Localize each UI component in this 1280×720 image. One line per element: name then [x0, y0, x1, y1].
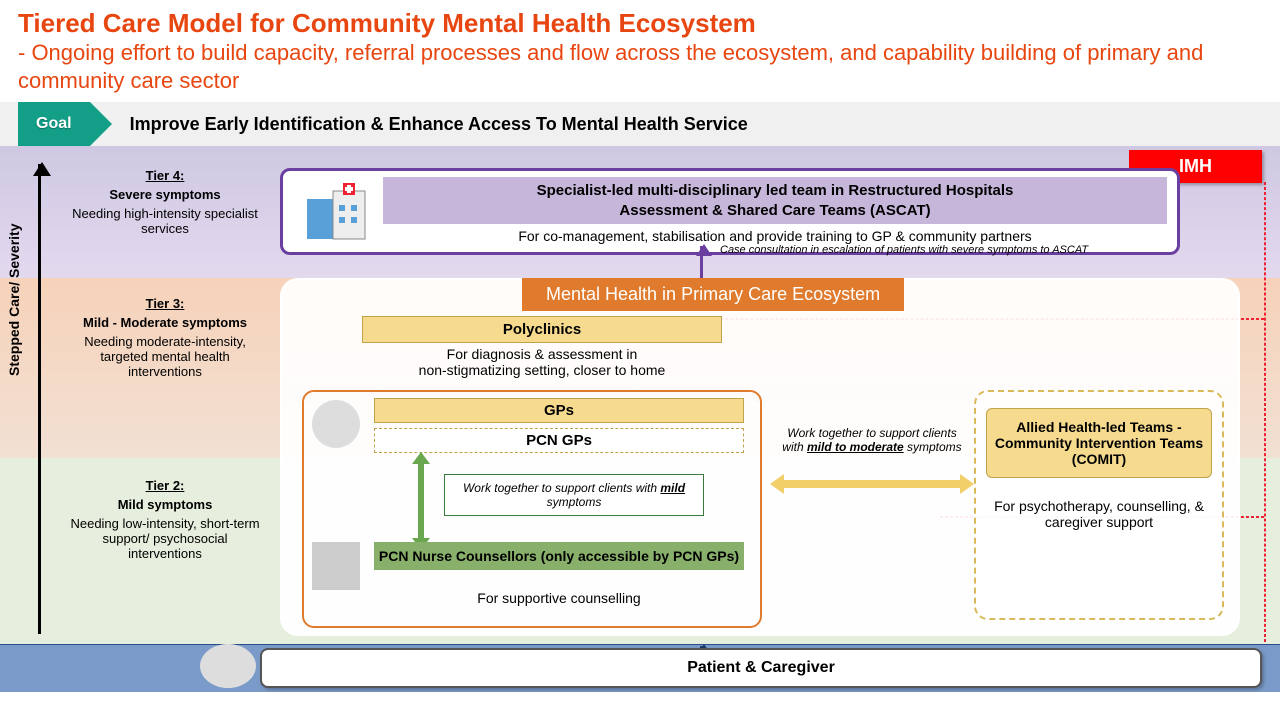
goal-tag: Goal — [18, 102, 90, 146]
gps-label: GPs — [374, 398, 744, 423]
page-title: Tiered Care Model for Community Mental H… — [18, 8, 1262, 39]
gp-comit-arrow — [782, 480, 962, 488]
ecosystem-title: Mental Health in Primary Care Ecosystem — [522, 278, 904, 311]
gp-nurse-arrow — [418, 462, 424, 540]
tier2-text: Needing low-intensity, short-term suppor… — [70, 516, 260, 561]
severity-axis-label: Stepped Care/ Severity — [6, 223, 22, 376]
severity-axis-arrow — [38, 164, 41, 634]
ascat-header: Specialist-led multi-disciplinary led te… — [383, 177, 1167, 224]
moderate-note: Work together to support clients with mi… — [782, 426, 962, 454]
gp-box: GPs PCN GPs Work together to support cli… — [302, 390, 762, 628]
nurse-icon — [312, 542, 360, 590]
ascat-sub: For co-management, stabilisation and pro… — [383, 228, 1167, 244]
hospital-icon — [301, 181, 371, 241]
tier4-name: Tier 4: — [70, 168, 260, 183]
polyclinics-label: Polyclinics — [362, 316, 722, 343]
page-subtitle: - Ongoing effort to build capacity, refe… — [18, 39, 1262, 94]
ascat-line2: Assessment & Shared Care Teams (ASCAT) — [389, 201, 1161, 221]
patient-caregiver-icon — [200, 644, 256, 688]
tier3-symptoms: Mild - Moderate symptoms — [70, 315, 260, 330]
tier2-name: Tier 2: — [70, 478, 260, 493]
mild-note: Work together to support clients with mi… — [444, 474, 704, 516]
tier4-text: Needing high-intensity specialist servic… — [70, 206, 260, 236]
tier4-symptoms: Severe symptoms — [70, 187, 260, 202]
polyclinics-desc: For diagnosis & assessment in non-stigma… — [332, 346, 752, 378]
tier4-desc: Tier 4: Severe symptoms Needing high-int… — [70, 168, 260, 236]
patient-caregiver-box: Patient & Caregiver — [260, 648, 1262, 688]
ascat-line1: Specialist-led multi-disciplinary led te… — [389, 181, 1161, 201]
comit-header: Allied Health-led Teams - Community Inte… — [986, 408, 1212, 478]
ascat-card: Specialist-led multi-disciplinary led te… — [280, 168, 1180, 255]
tier3-name: Tier 3: — [70, 296, 260, 311]
comit-box: Allied Health-led Teams - Community Inte… — [974, 390, 1224, 620]
tier3-text: Needing moderate-intensity, targeted men… — [70, 334, 260, 379]
imh-connector-vertical — [1264, 182, 1266, 642]
diagram-stage: Stepped Care/ Severity Tier 4: Severe sy… — [0, 146, 1280, 692]
arrow-to-ascat — [700, 246, 703, 278]
pcn-nurse-label: PCN Nurse Counsellors (only accessible b… — [374, 542, 744, 570]
tier2-desc: Tier 2: Mild symptoms Needing low-intens… — [70, 478, 260, 561]
comit-desc: For psychotherapy, counselling, & caregi… — [986, 498, 1212, 530]
tier3-desc: Tier 3: Mild - Moderate symptoms Needing… — [70, 296, 260, 379]
goal-text: Improve Early Identification & Enhance A… — [130, 114, 748, 135]
case-consult-note: Case consultation in escalation of patie… — [720, 244, 1120, 256]
doctor-icon — [312, 400, 360, 448]
pcn-gps-label: PCN GPs — [374, 428, 744, 453]
goal-row: Goal Improve Early Identification & Enha… — [0, 102, 1280, 146]
tier2-symptoms: Mild symptoms — [70, 497, 260, 512]
ecosystem-card: Mental Health in Primary Care Ecosystem … — [280, 278, 1240, 636]
pcn-nurse-desc: For supportive counselling — [374, 590, 744, 606]
